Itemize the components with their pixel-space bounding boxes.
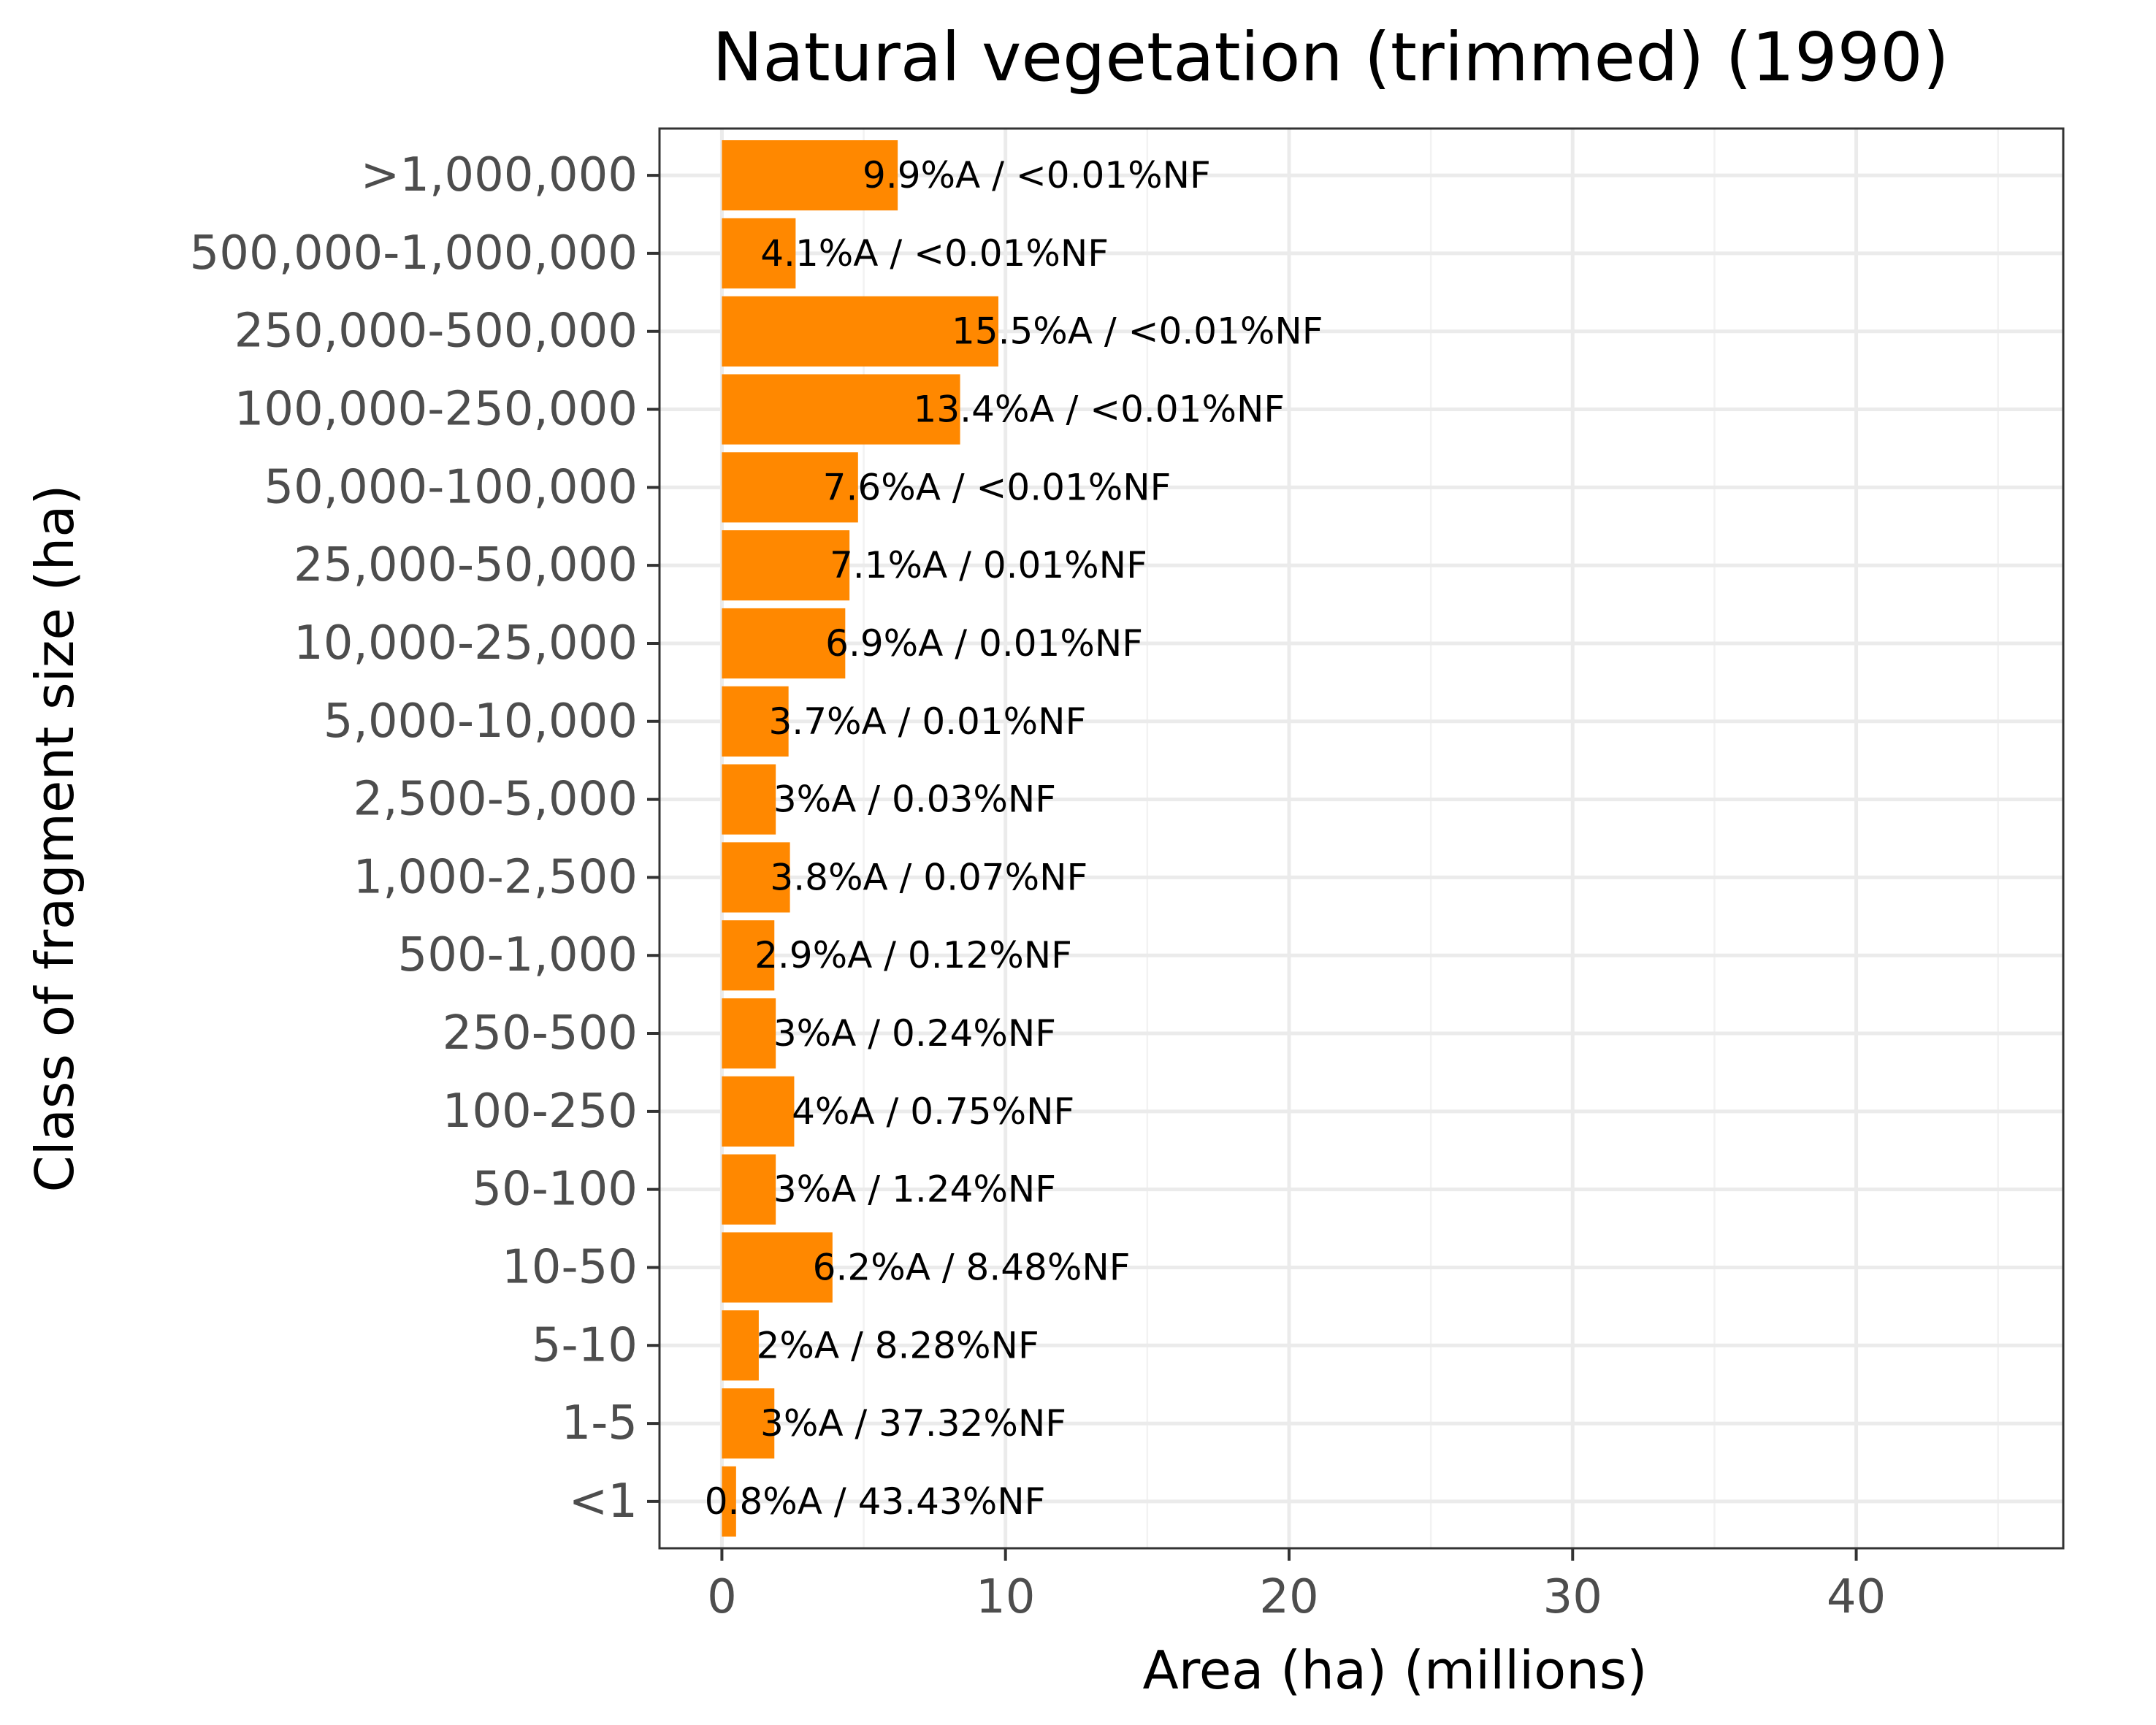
x-tick-label: 30 — [1543, 1570, 1602, 1624]
data-label: 7.1%A / 0.01%NF — [830, 544, 1147, 586]
bar — [722, 140, 898, 211]
bar — [722, 842, 790, 913]
data-label: 3%A / 0.03%NF — [773, 779, 1056, 821]
y-tick-label: 500,000-1,000,000 — [190, 226, 638, 280]
bar — [722, 998, 776, 1069]
data-label: 13.4%A / <0.01%NF — [914, 389, 1285, 431]
x-axis-title: Area (ha) (millions) — [1143, 1640, 1648, 1701]
plot-panel-border — [658, 127, 2065, 1550]
data-label: 2%A / 8.28%NF — [757, 1324, 1039, 1366]
x-tick-label: 10 — [976, 1570, 1035, 1624]
bar — [722, 374, 960, 445]
data-label: 3%A / 0.24%NF — [773, 1012, 1056, 1055]
data-label: 4.1%A / <0.01%NF — [760, 232, 1109, 275]
bar — [722, 218, 796, 288]
y-tick-label: >1,000,000 — [361, 148, 638, 202]
data-label: 2.9%A / 0.12%NF — [754, 934, 1072, 976]
y-tick-label: <1 — [569, 1475, 638, 1529]
x-axis: 0 10 20 30 40 — [707, 1548, 1886, 1624]
bar — [722, 452, 858, 523]
bar — [722, 608, 846, 679]
data-label: 6.2%A / 8.48%NF — [813, 1246, 1131, 1288]
bar — [722, 1466, 736, 1537]
data-label: 7.6%A / <0.01%NF — [823, 466, 1171, 508]
y-axis: >1,000,000 500,000-1,000,000 250,000-500,0… — [190, 148, 660, 1529]
bar — [722, 920, 775, 991]
y-axis-title: Class of fragment size (ha) — [24, 485, 85, 1193]
bar — [722, 1076, 795, 1147]
y-tick-label: 5,000-10,000 — [324, 695, 638, 749]
y-tick-label: 500-1,000 — [398, 928, 638, 982]
bars-layer — [722, 140, 998, 1537]
y-tick-label: 10,000-25,000 — [294, 616, 638, 670]
data-label: 15.5%A / <0.01%NF — [952, 310, 1323, 353]
x-tick-label: 0 — [707, 1570, 737, 1624]
data-label: 3%A / 1.24%NF — [773, 1169, 1056, 1211]
y-tick-label: 25,000-50,000 — [294, 538, 638, 592]
y-tick-label: 50,000-100,000 — [264, 460, 638, 514]
data-label: 3.8%A / 0.07%NF — [770, 856, 1087, 898]
bar — [722, 1154, 776, 1225]
bar — [722, 530, 850, 601]
y-tick-label: 2,500-5,000 — [353, 773, 638, 827]
data-label: 6.9%A / 0.01%NF — [825, 622, 1143, 665]
bar — [722, 1232, 833, 1303]
data-label: 0.8%A / 43.43%NF — [705, 1480, 1046, 1523]
y-tick-label: 100,000-250,000 — [234, 383, 638, 437]
data-label: 4%A / 0.75%NF — [792, 1090, 1074, 1133]
data-label: 3%A / 37.32%NF — [760, 1402, 1066, 1445]
data-labels-layer: 9.9%A / <0.01%NF 4.1%A / <0.01%NF 15.5%A /… — [705, 154, 1323, 1523]
bar — [722, 686, 789, 757]
y-tick-label: 250,000-500,000 — [234, 305, 638, 359]
y-tick-label: 1,000-2,500 — [353, 850, 638, 904]
data-label: 9.9%A / <0.01%NF — [863, 154, 1211, 196]
y-tick-label: 1-5 — [561, 1396, 638, 1450]
y-tick-label: 10-50 — [502, 1240, 638, 1294]
y-tick-label: 100-250 — [443, 1085, 638, 1139]
chart-title: Natural vegetation (trimmed) (1990) — [712, 18, 1949, 96]
data-label: 3.7%A / 0.01%NF — [768, 700, 1086, 743]
y-tick-label: 50-100 — [472, 1163, 638, 1217]
bar — [722, 764, 776, 835]
bar — [722, 296, 998, 367]
bar — [722, 1310, 759, 1381]
x-tick-label: 20 — [1259, 1570, 1318, 1624]
y-tick-label: 250-500 — [443, 1006, 638, 1060]
y-tick-label: 5-10 — [532, 1318, 638, 1372]
x-tick-label: 40 — [1827, 1570, 1886, 1624]
bar — [722, 1388, 775, 1459]
